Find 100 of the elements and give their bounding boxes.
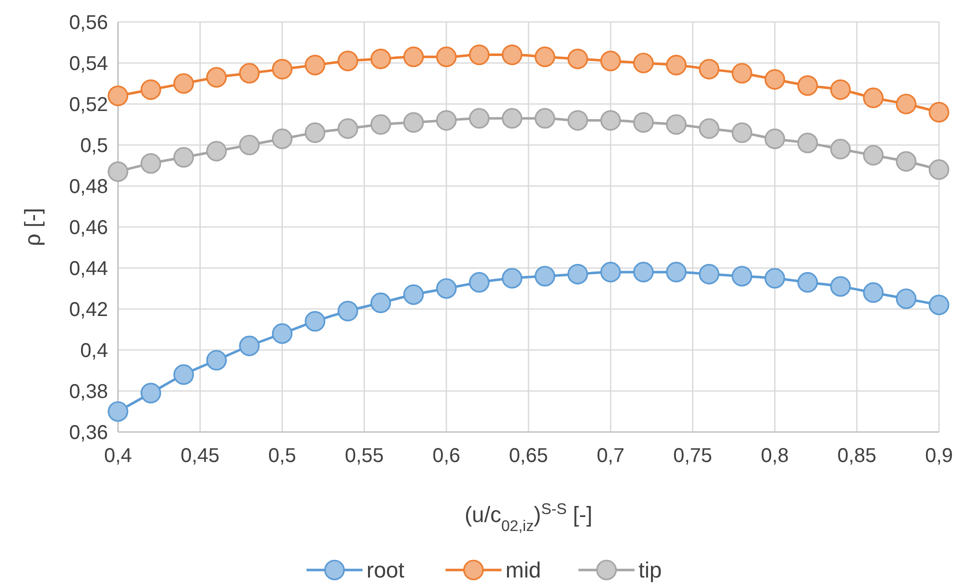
point [534,46,556,68]
legend-label: tip [638,558,662,583]
point [567,264,588,284]
point [797,272,818,293]
point [468,108,490,129]
y-tick-label: 0,46 [69,217,108,239]
x-tick-label: 0,85 [837,445,876,467]
point [764,69,786,90]
point [436,46,457,68]
point [108,401,128,422]
x-tick-label: 0,9 [925,445,953,467]
x-tick-label: 0,5 [268,445,296,467]
point [108,161,128,182]
x-tick-label: 0,8 [760,445,789,467]
point [370,48,392,70]
point [140,382,162,404]
point [732,62,752,84]
point [108,86,128,106]
point [600,262,621,282]
point [502,268,522,289]
point [732,122,752,143]
point [534,108,556,129]
point [370,292,392,314]
y-tick-label: 0,38 [69,381,108,403]
point [140,153,162,174]
point [304,54,326,76]
point [600,50,621,72]
y-tick-label: 0,48 [69,176,108,198]
x-tick-label: 0,4 [104,445,132,467]
point [633,52,654,74]
x-tick-label: 0,65 [509,445,548,467]
point [797,132,818,154]
point [338,300,358,322]
point [140,79,162,100]
point [403,46,424,68]
point [468,44,490,66]
y-tick-label: 0,36 [69,422,108,444]
point [896,288,916,310]
point [370,114,392,135]
point [304,311,326,332]
point [764,268,786,289]
point [830,138,851,160]
x-tick-label: 0,7 [596,445,625,467]
y-tick-label: 0,42 [69,299,108,321]
x-axis-title: (u/c$_{02,iz}$)$^{S-S}$ [-] [464,500,592,534]
point [304,122,326,143]
point [338,118,358,139]
point [272,128,292,150]
point [764,128,786,150]
point [863,282,884,303]
point [173,147,194,168]
legend-label: mid [506,558,541,583]
point [239,62,260,84]
point [666,114,687,135]
point [403,112,424,133]
point [896,151,916,172]
point [403,284,424,305]
point [830,276,851,297]
point [863,144,884,166]
point [863,88,884,108]
point [830,79,851,100]
y-tick-label: 0,5 [80,135,108,157]
y-tick-label: 0,56 [69,12,108,34]
point [698,58,720,80]
legend-label: root [366,558,404,583]
point [732,266,752,286]
x-tick-label: 0,75 [673,445,712,467]
point [633,112,654,133]
point [797,75,818,96]
point [666,54,687,76]
point [338,50,358,72]
y-tick-label: 0,54 [69,53,108,75]
point [206,140,227,162]
point [928,102,950,122]
point [928,159,950,180]
y-tick-label: 0,4 [80,340,108,362]
point [173,364,194,385]
point [534,266,556,286]
y-tick-label: 0,52 [69,94,108,116]
point [698,264,720,284]
point [666,262,687,282]
point [206,350,227,371]
point [567,110,588,131]
point [502,108,522,129]
point [173,73,194,94]
point [206,67,227,88]
point [567,48,588,70]
point [502,44,522,66]
point [239,134,260,156]
point [272,58,292,80]
x-tick-label: 0,6 [432,445,460,467]
y-tick-label: 0,44 [69,258,108,280]
x-tick-label: 0,45 [180,445,220,467]
point [928,294,950,316]
point [468,272,490,293]
point [600,110,621,131]
point [698,118,720,139]
point [272,323,292,344]
y-axis-title: ρ [-] [20,208,45,246]
point [633,262,654,282]
